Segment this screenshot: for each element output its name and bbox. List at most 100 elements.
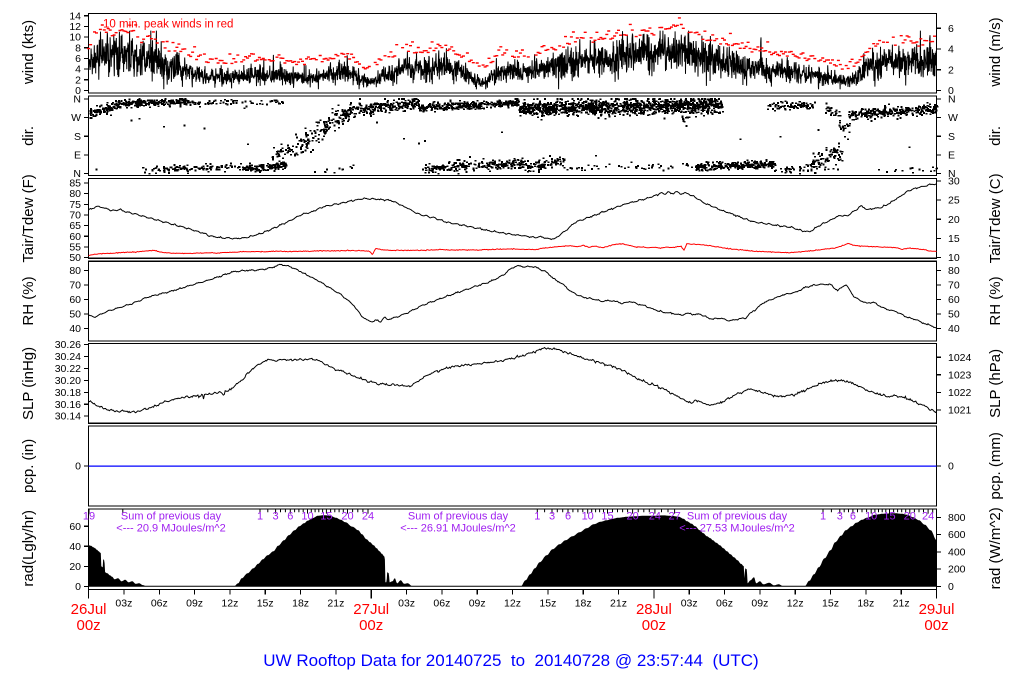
- svg-text:RH (%): RH (%): [20, 276, 37, 325]
- svg-text:26Jul: 26Jul: [71, 601, 107, 618]
- svg-text:W: W: [948, 112, 958, 124]
- svg-text:10: 10: [948, 252, 960, 264]
- svg-text:06z: 06z: [433, 598, 450, 610]
- svg-text:80: 80: [948, 265, 960, 277]
- svg-text:70: 70: [948, 280, 960, 292]
- svg-text:09z: 09z: [751, 598, 768, 610]
- svg-text:10: 10: [69, 32, 81, 44]
- svg-text:rad (W/m^2): rad (W/m^2): [987, 507, 1004, 589]
- svg-text:70: 70: [69, 280, 81, 292]
- svg-text:Tair/Tdew (F): Tair/Tdew (F): [20, 174, 37, 262]
- svg-text:20: 20: [626, 511, 638, 523]
- svg-text:<--- 26.91 MJoules/m^2: <--- 26.91 MJoules/m^2: [400, 523, 516, 535]
- svg-text:800: 800: [948, 512, 966, 524]
- svg-text:10: 10: [582, 511, 594, 523]
- svg-text:0: 0: [75, 461, 81, 473]
- svg-text:1024: 1024: [948, 352, 972, 364]
- svg-text:10: 10: [301, 511, 313, 523]
- svg-text:65: 65: [69, 220, 81, 232]
- svg-text:27: 27: [668, 511, 680, 523]
- svg-text:55: 55: [69, 242, 81, 254]
- svg-text:29Jul: 29Jul: [919, 601, 955, 618]
- svg-text:<--- 27.53 MJoules/m^2: <--- 27.53 MJoules/m^2: [679, 523, 795, 535]
- svg-text:30.18: 30.18: [55, 387, 81, 399]
- svg-text:80: 80: [69, 188, 81, 200]
- svg-text:40: 40: [69, 323, 81, 335]
- svg-text:03z: 03z: [115, 598, 132, 610]
- svg-text:30.22: 30.22: [55, 363, 81, 375]
- svg-text:20: 20: [948, 214, 960, 226]
- svg-text:1: 1: [534, 511, 540, 523]
- svg-text:18z: 18z: [292, 598, 309, 610]
- svg-text:12z: 12z: [787, 598, 804, 610]
- svg-text:30.16: 30.16: [55, 399, 81, 411]
- svg-text:S: S: [74, 131, 81, 143]
- svg-text:40: 40: [69, 541, 81, 553]
- svg-text:S: S: [948, 131, 955, 143]
- svg-text:20: 20: [341, 511, 353, 523]
- svg-text:15z: 15z: [539, 598, 556, 610]
- svg-text:2: 2: [948, 64, 954, 76]
- svg-text:75: 75: [69, 199, 81, 211]
- svg-text:00z: 00z: [924, 617, 948, 634]
- svg-text:0: 0: [948, 461, 954, 473]
- svg-text:15: 15: [320, 511, 332, 523]
- svg-text:60: 60: [69, 521, 81, 533]
- svg-text:W: W: [71, 112, 81, 124]
- svg-text:19: 19: [83, 511, 95, 523]
- svg-text:4: 4: [948, 44, 954, 56]
- svg-text:0: 0: [948, 581, 954, 593]
- svg-text:N: N: [73, 168, 81, 180]
- svg-text:Sum of previous day: Sum of previous day: [121, 511, 222, 523]
- svg-text:24: 24: [649, 511, 661, 523]
- svg-text:80: 80: [69, 265, 81, 277]
- svg-text:6: 6: [565, 511, 571, 523]
- svg-text:00z: 00z: [77, 617, 101, 634]
- svg-text:600: 600: [948, 529, 966, 541]
- svg-text:1: 1: [820, 511, 826, 523]
- svg-text:27Jul: 27Jul: [353, 601, 389, 618]
- svg-text:50: 50: [69, 309, 81, 321]
- svg-text:20: 20: [904, 511, 916, 523]
- svg-text:14: 14: [69, 10, 81, 22]
- svg-text:3: 3: [273, 511, 279, 523]
- svg-text:Tair/Tdew (C): Tair/Tdew (C): [987, 173, 1004, 263]
- svg-text:20: 20: [69, 561, 81, 573]
- svg-text:15: 15: [601, 511, 613, 523]
- svg-text:1: 1: [257, 511, 263, 523]
- svg-text:30: 30: [948, 176, 960, 188]
- svg-text:00z: 00z: [642, 617, 666, 634]
- svg-text:0: 0: [75, 581, 81, 593]
- svg-text:00z: 00z: [359, 617, 383, 634]
- svg-text:30.14: 30.14: [55, 411, 81, 423]
- svg-text:60: 60: [69, 294, 81, 306]
- svg-text:03z: 03z: [681, 598, 698, 610]
- svg-text:1021: 1021: [948, 405, 972, 417]
- svg-text:12z: 12z: [504, 598, 521, 610]
- svg-text:SLP (hPa): SLP (hPa): [987, 349, 1004, 418]
- svg-text:pcp. (in): pcp. (in): [20, 439, 37, 493]
- svg-text:60: 60: [69, 231, 81, 243]
- svg-text:25: 25: [948, 195, 960, 207]
- svg-text:50: 50: [69, 252, 81, 264]
- svg-text:RH (%): RH (%): [987, 276, 1004, 325]
- svg-text:03z: 03z: [398, 598, 415, 610]
- svg-text:12: 12: [69, 21, 81, 33]
- svg-text:6: 6: [287, 511, 293, 523]
- svg-text:15z: 15z: [822, 598, 839, 610]
- svg-text:N: N: [73, 94, 81, 106]
- svg-text:rad(Lgly/hr): rad(Lgly/hr): [20, 510, 37, 587]
- svg-text:2: 2: [75, 74, 81, 86]
- svg-text:60: 60: [948, 294, 960, 306]
- svg-text:0: 0: [948, 85, 954, 97]
- svg-text:1022: 1022: [948, 387, 972, 399]
- svg-text:18z: 18z: [857, 598, 874, 610]
- svg-text:0: 0: [75, 85, 81, 97]
- svg-text:21z: 21z: [610, 598, 627, 610]
- svg-text:50: 50: [948, 309, 960, 321]
- svg-text:Sum of previous day: Sum of previous day: [408, 511, 509, 523]
- svg-text:6: 6: [75, 53, 81, 65]
- svg-text:6: 6: [948, 23, 954, 35]
- svg-text:10: 10: [865, 511, 877, 523]
- svg-text:6: 6: [850, 511, 856, 523]
